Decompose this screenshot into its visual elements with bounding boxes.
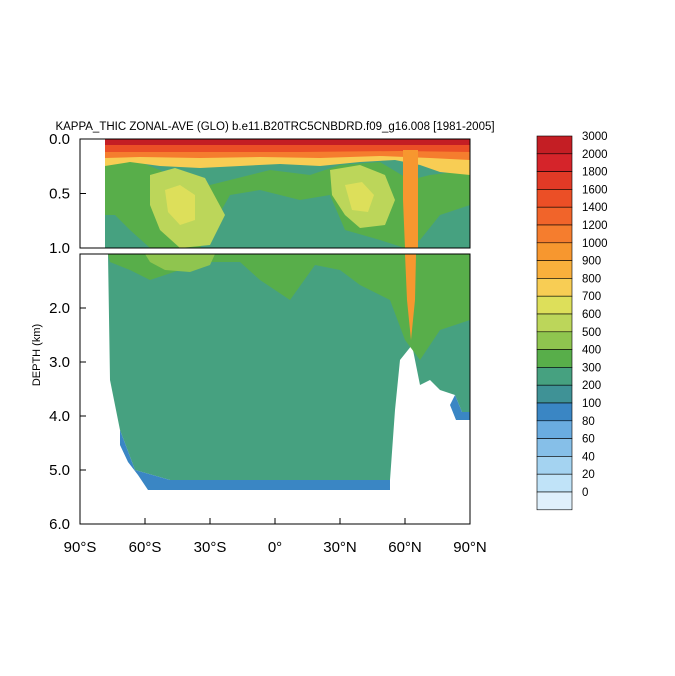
chart-title: KAPPA_THIC ZONAL-AVE (GLO) b.e11.B20TRC5… [55, 121, 494, 133]
lower-y-tick-label: 6.0 [49, 516, 70, 533]
colorbar-label: 900 [582, 256, 601, 268]
lower-ocean-green-south [145, 254, 215, 272]
colorbar-swatch [536, 260, 573, 279]
colorbar-swatch [536, 295, 573, 315]
upper-y-tick-label: 0.0 [49, 131, 70, 148]
upper-contour-800-north [345, 182, 374, 212]
colorbar-swatch [536, 224, 573, 244]
colorbar-label: 500 [582, 327, 601, 339]
colorbar-swatch [536, 331, 573, 350]
colorbar-swatch [536, 135, 573, 155]
lower-y-tick-label: 5.0 [49, 462, 70, 479]
x-tick-label: 60°N [388, 539, 422, 556]
colorbar-swatch [536, 384, 573, 404]
colorbar-label: 300 [582, 362, 601, 374]
colorbar-swatch [536, 402, 573, 422]
colorbar-swatch [536, 278, 573, 297]
upper-plume-60n [403, 150, 418, 248]
colorbar-label: 3000 [582, 131, 608, 143]
x-tick-label: 90°N [453, 539, 487, 556]
lower-ocean-green [108, 254, 470, 360]
colorbar-label: 600 [582, 309, 601, 321]
colorbar-swatch [536, 420, 573, 439]
colorbar-label: 60 [582, 434, 595, 446]
colorbar-swatch [536, 153, 573, 172]
lower-ocean-blue [120, 430, 390, 490]
colorbar-label: 1400 [582, 202, 608, 214]
upper-contour-800-south [165, 185, 195, 225]
colorbar-label: 800 [582, 273, 601, 285]
x-tick-label: 0° [268, 539, 282, 556]
colorbar-label: 400 [582, 345, 601, 357]
colorbar-label: 40 [582, 451, 595, 463]
colorbar-label: 1600 [582, 184, 608, 196]
colorbar: 3000200018001600140012001000900800700600… [536, 131, 608, 511]
axes: 90°S 60°S 30°S 0° 30°N 60°N 90°N 0.0 0.5 1.0 2.0 3.… [49, 131, 487, 556]
colorbar-label: 200 [582, 380, 601, 392]
upper-y-tick-label: 0.5 [49, 186, 70, 203]
colorbar-swatch [536, 438, 573, 457]
colorbar-swatch [536, 171, 573, 190]
upper-panel [79, 138, 471, 249]
y-axis-label: DEPTH (km) [31, 324, 43, 386]
colorbar-label: 1800 [582, 167, 608, 179]
lower-panel [79, 253, 471, 525]
colorbar-swatch [536, 473, 573, 493]
x-tick-label: 90°S [64, 539, 97, 556]
colorbar-label: 1000 [582, 238, 608, 250]
colorbar-swatch [536, 206, 573, 226]
upper-y-tick-label: 1.0 [49, 240, 70, 257]
colorbar-label: 20 [582, 469, 595, 481]
lower-plume-60n [405, 254, 416, 340]
colorbar-label: 700 [582, 291, 601, 303]
colorbar-label: 100 [582, 398, 601, 410]
colorbar-label: 2000 [582, 149, 608, 161]
lower-y-tick-label: 4.0 [49, 408, 70, 425]
colorbar-label: 1200 [582, 220, 608, 232]
lower-y-tick-label: 3.0 [49, 354, 70, 371]
lower-ocean-blue-north [450, 395, 470, 420]
colorbar-swatch [536, 349, 573, 368]
colorbar-swatch [536, 189, 573, 208]
colorbar-swatch [536, 367, 573, 386]
colorbar-label: 0 [582, 487, 588, 499]
colorbar-swatch [536, 456, 573, 475]
colorbar-swatch [536, 491, 573, 511]
x-tick-label: 30°N [323, 539, 357, 556]
lower-y-tick-label: 2.0 [49, 300, 70, 317]
upper-contour-3000 [105, 139, 470, 145]
colorbar-label: 80 [582, 416, 595, 428]
x-tick-label: 60°S [129, 539, 162, 556]
lower-ocean-teal [108, 254, 470, 480]
colorbar-swatch [536, 313, 573, 333]
colorbar-swatch [536, 242, 573, 261]
x-tick-label: 30°S [194, 539, 227, 556]
